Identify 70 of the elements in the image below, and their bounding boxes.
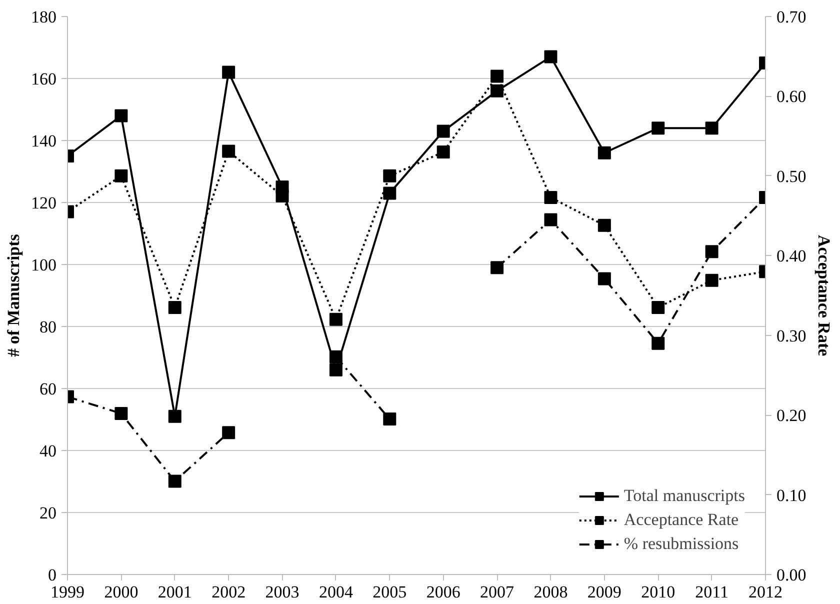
point bbox=[705, 245, 718, 258]
x-tick-label: 2004 bbox=[318, 582, 354, 602]
point bbox=[114, 406, 128, 420]
point bbox=[490, 84, 504, 98]
y-tick-label: 180 bbox=[31, 8, 56, 26]
point bbox=[652, 122, 665, 135]
y2-tick-label: 0.60 bbox=[776, 87, 806, 106]
y-tick-label: 60 bbox=[40, 380, 56, 398]
point bbox=[544, 190, 558, 204]
y-tick-label: 0 bbox=[48, 566, 56, 584]
point bbox=[222, 66, 236, 79]
point bbox=[705, 122, 718, 135]
point bbox=[598, 272, 611, 286]
point bbox=[168, 474, 182, 488]
y-tick-label: 80 bbox=[40, 318, 56, 336]
point bbox=[383, 412, 396, 426]
y2-tick-label: 0.10 bbox=[776, 486, 806, 505]
y2-tick-label: 0.50 bbox=[776, 166, 806, 186]
point bbox=[652, 336, 665, 350]
x-tick-label: 2005 bbox=[372, 582, 407, 602]
x-tick-label: 2008 bbox=[534, 582, 568, 602]
point bbox=[329, 350, 342, 364]
point bbox=[168, 410, 182, 423]
point bbox=[168, 300, 182, 314]
point bbox=[276, 189, 289, 202]
y2-tick-label: 0.00 bbox=[776, 566, 806, 584]
y-tick-label: 120 bbox=[31, 194, 56, 212]
x-tick-label: 1999 bbox=[50, 582, 84, 602]
y-tick-label: 100 bbox=[31, 256, 56, 274]
point bbox=[436, 124, 450, 138]
legend-label: Total manuscripts bbox=[624, 486, 745, 506]
x-tick-label: 2009 bbox=[587, 582, 622, 602]
legend-label: % resubmissions bbox=[624, 534, 739, 554]
y2-tick-label: 0.40 bbox=[776, 246, 806, 266]
x-tick-label: 2006 bbox=[426, 582, 460, 602]
point bbox=[705, 274, 718, 287]
x-tick-label: 2012 bbox=[748, 582, 782, 602]
x-tick-label: 2010 bbox=[641, 582, 676, 602]
x-tick-label: 2007 bbox=[480, 582, 515, 602]
point bbox=[436, 146, 450, 159]
point bbox=[114, 109, 128, 122]
point bbox=[598, 218, 611, 232]
point bbox=[652, 300, 665, 314]
point bbox=[490, 261, 504, 274]
point bbox=[544, 213, 558, 226]
y-tick-label: 140 bbox=[31, 132, 56, 150]
y2-axis-title: Acceptance Rate bbox=[814, 234, 834, 357]
point bbox=[490, 70, 504, 83]
point bbox=[383, 169, 396, 182]
point bbox=[544, 50, 558, 64]
y-tick-label: 20 bbox=[40, 504, 56, 522]
x-tick-label: 2003 bbox=[265, 582, 300, 602]
point bbox=[329, 312, 342, 326]
point bbox=[114, 169, 128, 182]
point bbox=[222, 426, 236, 440]
point bbox=[222, 144, 236, 158]
x-tick-label: 2002 bbox=[212, 582, 246, 602]
y-axis-title: # of Manuscripts bbox=[4, 234, 23, 357]
y-tick-label: 40 bbox=[40, 442, 56, 460]
y2-tick-label: 0.70 bbox=[776, 8, 806, 26]
legend-label: Acceptance Rate bbox=[624, 510, 739, 530]
point bbox=[329, 363, 342, 376]
point bbox=[598, 146, 611, 160]
y2-tick-label: 0.30 bbox=[776, 326, 806, 346]
x-tick-label: 2011 bbox=[695, 582, 728, 602]
x-tick-label: 2000 bbox=[104, 582, 138, 602]
y-tick-label: 160 bbox=[31, 70, 56, 88]
point bbox=[383, 186, 396, 200]
x-tick-label: 2001 bbox=[158, 582, 192, 602]
y2-tick-label: 0.20 bbox=[776, 406, 806, 426]
